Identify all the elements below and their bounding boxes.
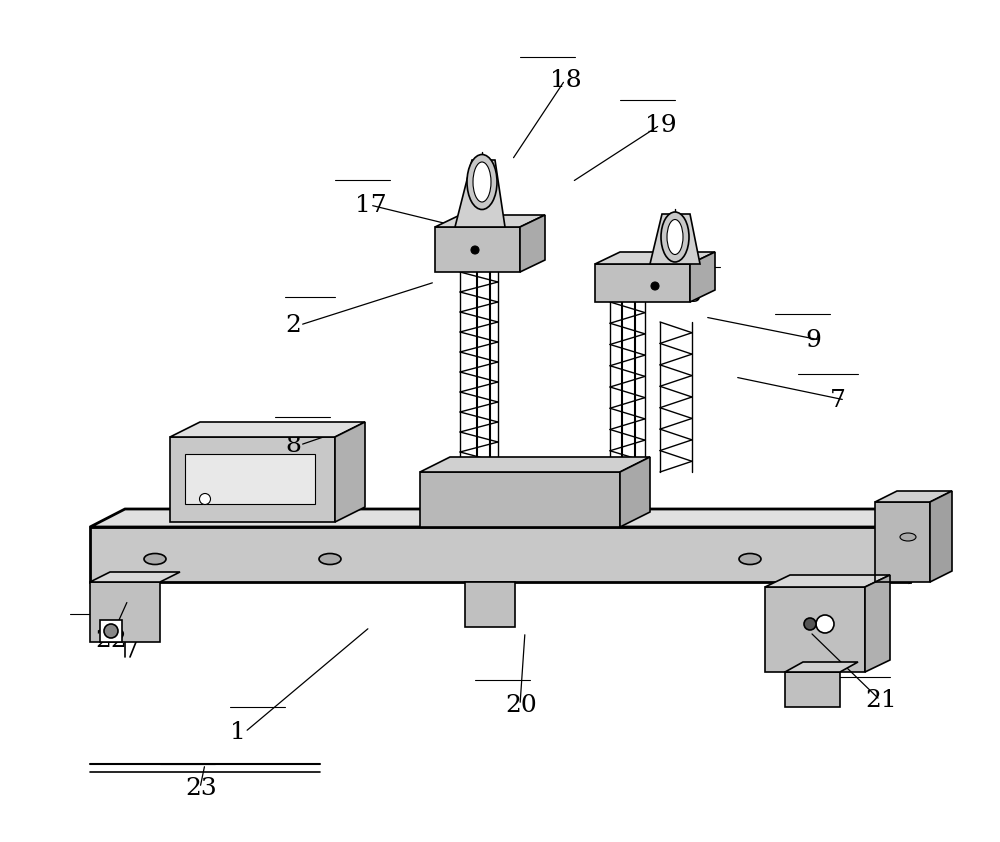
Bar <box>90 582 160 642</box>
Text: 18: 18 <box>550 69 582 92</box>
Ellipse shape <box>900 533 916 541</box>
Polygon shape <box>420 457 650 472</box>
Bar <box>785 672 840 707</box>
Bar <box>420 472 620 527</box>
Text: 17: 17 <box>355 194 387 217</box>
Polygon shape <box>865 575 890 672</box>
Polygon shape <box>690 252 715 302</box>
Bar <box>465 582 515 627</box>
Bar <box>90 582 160 642</box>
Bar <box>90 527 910 582</box>
Circle shape <box>200 493 211 504</box>
Ellipse shape <box>144 553 166 564</box>
Text: 21: 21 <box>865 689 897 712</box>
Text: 2: 2 <box>285 314 301 337</box>
Bar <box>170 437 335 522</box>
Circle shape <box>804 618 816 630</box>
Bar <box>170 437 335 522</box>
Polygon shape <box>90 509 945 527</box>
Polygon shape <box>435 215 545 227</box>
Circle shape <box>816 615 834 633</box>
Polygon shape <box>785 662 858 672</box>
Bar <box>420 472 620 527</box>
Polygon shape <box>170 422 365 437</box>
Bar <box>875 502 930 582</box>
Text: 22: 22 <box>95 629 127 652</box>
Ellipse shape <box>667 220 683 254</box>
Text: 20: 20 <box>505 694 537 717</box>
Bar <box>785 672 840 707</box>
Text: 8: 8 <box>285 434 301 457</box>
Ellipse shape <box>739 553 761 564</box>
Polygon shape <box>595 252 715 264</box>
Bar <box>100 620 122 642</box>
Polygon shape <box>455 160 505 227</box>
Bar <box>465 582 515 627</box>
Polygon shape <box>620 457 650 527</box>
Ellipse shape <box>467 154 497 210</box>
Polygon shape <box>520 215 545 272</box>
Bar <box>185 454 315 504</box>
Text: 23: 23 <box>185 777 217 800</box>
Circle shape <box>104 624 118 638</box>
Bar <box>875 502 930 582</box>
Ellipse shape <box>879 553 901 564</box>
Text: 3: 3 <box>685 284 701 307</box>
Bar <box>435 227 520 272</box>
Text: 1: 1 <box>230 721 246 744</box>
Polygon shape <box>765 575 890 587</box>
Ellipse shape <box>319 553 341 564</box>
Text: 19: 19 <box>645 114 677 137</box>
Ellipse shape <box>661 212 689 262</box>
Polygon shape <box>910 509 945 582</box>
Polygon shape <box>875 491 952 502</box>
Bar <box>765 587 865 672</box>
Bar <box>595 264 690 302</box>
Bar <box>435 227 520 272</box>
Polygon shape <box>335 422 365 522</box>
Bar <box>765 587 865 672</box>
Polygon shape <box>90 572 180 582</box>
Text: 7: 7 <box>830 389 846 412</box>
Polygon shape <box>650 214 700 264</box>
Bar <box>185 454 315 504</box>
Circle shape <box>651 282 659 290</box>
Ellipse shape <box>473 162 491 202</box>
Circle shape <box>471 246 479 254</box>
Polygon shape <box>930 491 952 582</box>
Text: 9: 9 <box>805 329 821 352</box>
Bar <box>90 527 910 582</box>
Bar <box>595 264 690 302</box>
